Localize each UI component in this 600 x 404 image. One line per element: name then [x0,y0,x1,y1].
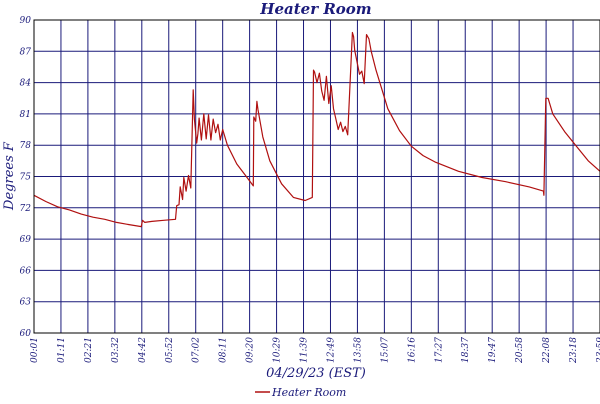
x-tick-label: 22:08 [542,337,552,364]
chart-title: Heater Room [259,0,371,18]
y-tick-label: 60 [20,329,32,339]
x-tick-label: 05:52 [165,337,175,363]
y-tick-labels: 60 63 66 69 72 75 78 81 84 87 90 [20,16,32,339]
x-tick-label: 18:37 [461,337,471,363]
x-tick-label: 12:49 [326,337,336,363]
x-tick-label: 00:01 [30,337,40,363]
x-tick-label: 04:42 [138,337,148,363]
x-tick-label: 23:59 [596,337,600,364]
x-tick-label: 15:07 [380,337,390,363]
x-tick-label: 03:32 [111,337,121,363]
x-tick-label: 17:27 [434,337,444,363]
y-tick-label: 87 [20,47,32,57]
x-tick-label: 10:29 [273,337,283,363]
y-tick-label: 72 [20,204,32,214]
y-tick-label: 90 [20,16,32,26]
legend-label: Heater Room [271,386,346,399]
x-tick-label: 08:11 [219,337,229,363]
y-tick-label: 81 [20,110,31,120]
plot-frame [33,19,600,334]
x-tick-label: 11:39 [300,337,310,363]
y-tick-label: 84 [20,79,32,89]
series-layer [33,31,600,228]
y-tick-label: 66 [20,266,32,276]
x-tick-labels: 00:01 01:11 02:21 03:32 04:42 05:52 07:02 08:11… [30,337,600,364]
y-tick-label: 78 [20,141,32,151]
x-tick-label: 20:58 [515,337,525,364]
x-tick-label: 19:47 [488,337,498,363]
grid [34,20,600,333]
x-tick-label: 02:21 [84,337,94,363]
y-tick-label: 69 [20,235,32,245]
x-tick-label: 09:20 [246,337,256,363]
x-tick-label: 13:58 [353,337,363,363]
x-axis-label: 04/29/23 (EST) [266,366,366,381]
series-line [33,31,600,228]
y-tick-label: 75 [20,173,32,183]
y-tick-label: 63 [20,298,32,308]
x-tick-label: 16:16 [407,337,417,363]
y-axis-label: Degrees F [2,141,17,211]
x-tick-label: 01:11 [57,337,67,363]
legend: Heater Room [255,386,346,399]
x-tick-label: 23:18 [569,337,579,364]
x-tick-label: 07:02 [192,337,202,363]
